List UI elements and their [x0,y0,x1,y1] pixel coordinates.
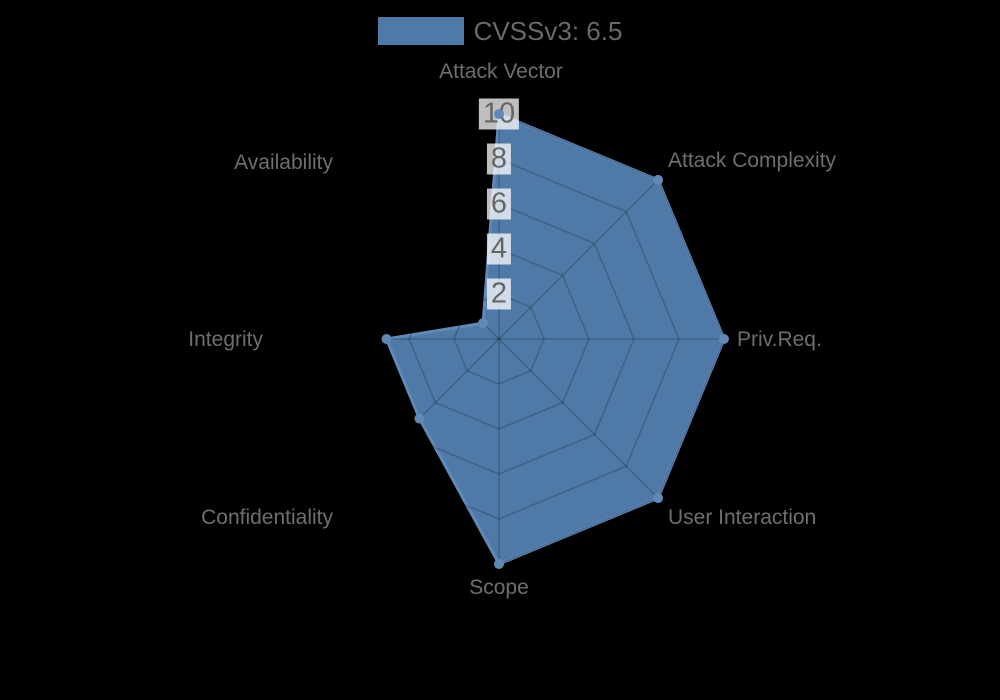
radial-tick-label: 4 [486,233,512,265]
angle-line [498,338,659,499]
category-label-attack-complexity: Attack Complexity [668,149,837,172]
data-point-marker [653,493,664,504]
category-label-attack-vector: Attack Vector [439,60,563,83]
data-point-marker [653,174,664,185]
category-label-user-interaction: User Interaction [668,506,817,529]
angle-line [339,179,500,340]
angle-line [498,179,659,340]
grid-ring [408,248,590,430]
category-label-confidentiality: Confidentiality [201,506,333,529]
radial-tick-label: 6 [486,188,512,220]
chart-legend[interactable]: CVSSv3: 6.5 [0,16,1000,46]
category-label-availability: Availability [234,151,333,174]
legend-swatch [377,17,464,45]
legend-label: CVSSv3: 6.5 [473,16,623,46]
data-point-marker [478,318,489,329]
data-point-marker [494,109,504,119]
category-label-integrity: Integrity [188,328,263,351]
grid-ring [363,203,635,475]
category-label-priv-req: Priv.Req. [737,328,822,351]
data-point-marker [494,559,504,569]
radial-tick-label: 8 [486,143,512,175]
radial-tick-label: 2 [486,278,512,310]
category-label-scope: Scope [469,576,529,599]
data-point-marker [719,334,729,344]
data-point-marker [381,334,392,344]
grid-ring [318,158,680,520]
grid-ring [453,293,545,385]
data-point-marker [414,413,425,424]
